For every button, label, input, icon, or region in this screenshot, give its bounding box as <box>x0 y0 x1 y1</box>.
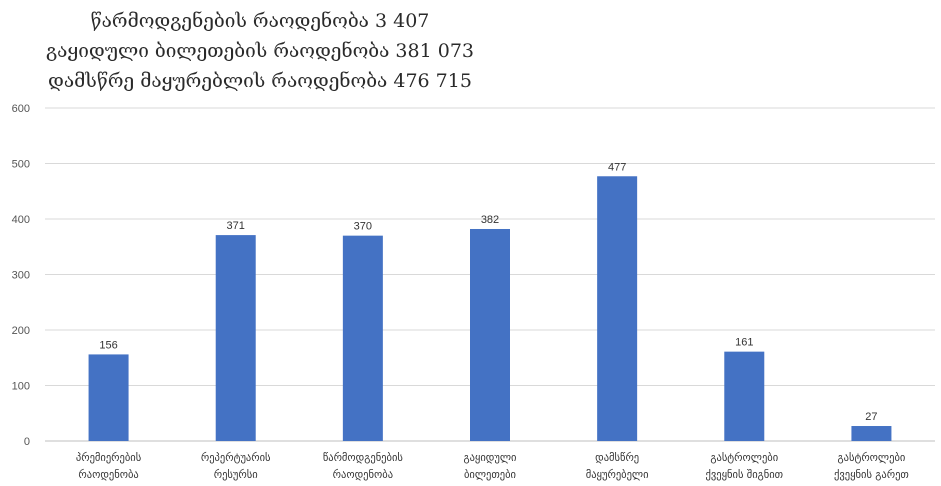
y-tick-label: 500 <box>12 159 30 171</box>
data-label: 156 <box>99 339 117 351</box>
data-label: 382 <box>481 214 499 226</box>
y-tick-label: 0 <box>24 436 30 448</box>
bar <box>724 351 765 441</box>
tickets-sold-text: გაყიდული ბილეთების რაოდენობა 381 073 <box>45 40 475 62</box>
bar <box>88 354 129 441</box>
bar <box>470 228 510 441</box>
y-axis-ticks: 0 100 200 300 400 500 600 <box>12 103 30 448</box>
y-tick-label: 100 <box>12 381 30 393</box>
category-label: დამსწრე მაყურებელი <box>586 452 649 481</box>
data-label: 477 <box>608 161 626 173</box>
data-label: 27 <box>865 411 877 423</box>
category-label: გასტროლები ქვეყნის გარეთ <box>834 452 909 481</box>
y-tick-label: 600 <box>12 103 30 115</box>
chart-header: წარმოდგენების რაოდენობა 3 407 გაყიდული ბ… <box>0 6 520 96</box>
category-label: გაყიდული ბილეთები <box>464 452 517 481</box>
bar <box>215 235 256 441</box>
y-tick-label: 400 <box>12 214 30 226</box>
y-tick-label: 300 <box>12 270 30 282</box>
category-label: წარმოდგენების რაოდენობა <box>323 452 403 481</box>
data-labels: 156 371 370 382 477 161 27 <box>99 161 877 423</box>
category-label: პრემიერების რაოდენობა <box>76 452 141 481</box>
x-axis-categories: პრემიერების რაოდენობა რეპერტუარის რესურსი წა… <box>76 452 909 481</box>
y-tick-label: 200 <box>12 325 30 337</box>
bar <box>851 426 892 441</box>
bar <box>597 176 638 441</box>
attendees-count-text: დამსწრე მაყურებლის რაოდენობა 476 715 <box>48 70 472 92</box>
data-label: 370 <box>354 221 372 233</box>
data-label: 161 <box>735 337 753 349</box>
performances-count-text: წარმოდგენების რაოდენობა 3 407 <box>90 10 430 32</box>
category-label: რეპერტუარის რესურსი <box>201 452 271 481</box>
data-label: 371 <box>227 220 245 232</box>
bars <box>88 176 892 441</box>
bar <box>342 235 383 441</box>
category-label: გასტროლები ქვეყნის შიგნით <box>705 452 783 481</box>
